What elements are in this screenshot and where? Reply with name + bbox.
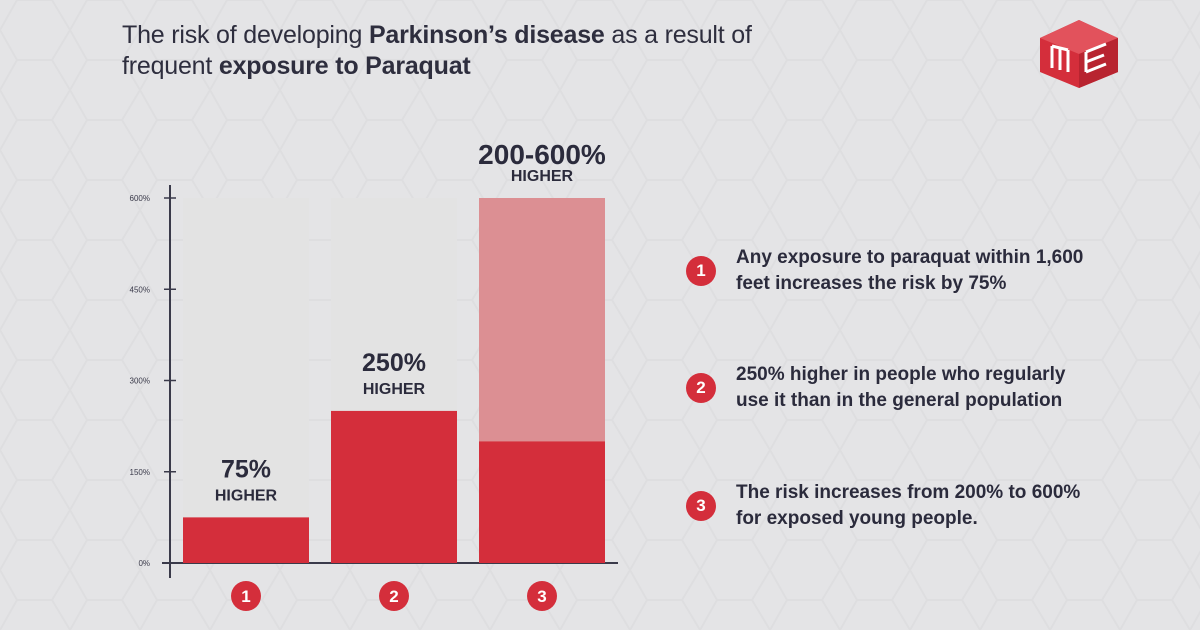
category-marker bbox=[527, 581, 557, 611]
bar-sub-label: HIGHER bbox=[363, 381, 426, 398]
y-tick-label: 0% bbox=[138, 559, 150, 568]
legend-item: 2 250% higher in people who regularly use… bbox=[686, 362, 1096, 414]
category-marker bbox=[379, 581, 409, 611]
bar bbox=[479, 441, 605, 563]
bar-range-upper bbox=[479, 198, 605, 442]
bar bbox=[183, 517, 309, 563]
bar-chart: 0% 150% 300% 450% 600% 75% HIGHER 1 250% HIGHER 2 2… bbox=[130, 139, 618, 611]
cube-logo-icon bbox=[1040, 20, 1118, 88]
legend-item: 3 The risk increases from 200% to 600% fo… bbox=[686, 480, 1096, 532]
bar-sub-label: HIGHER bbox=[511, 168, 574, 185]
category-label: 3 bbox=[537, 587, 546, 606]
bar-sub-label: HIGHER bbox=[215, 487, 278, 504]
bar-value-label: 200-600% bbox=[478, 139, 606, 170]
y-tick-label: 300% bbox=[130, 377, 150, 386]
legend-number-badge: 1 bbox=[686, 256, 716, 286]
y-tick-label: 600% bbox=[130, 194, 150, 203]
category-label: 1 bbox=[241, 587, 250, 606]
legend-text: 250% higher in people who regularly use … bbox=[736, 364, 1066, 411]
bar-track bbox=[183, 198, 309, 563]
legend-number-badge: 3 bbox=[686, 491, 716, 521]
legend-text: The risk increases from 200% to 600% for… bbox=[736, 482, 1081, 529]
legend-item: 1 Any exposure to paraquat within 1,600 f… bbox=[686, 245, 1096, 297]
legend-text: Any exposure to paraquat within 1,600 fe… bbox=[736, 247, 1084, 294]
bar-value-label: 75% bbox=[221, 455, 271, 483]
chart-title: The risk of developing Parkinson’s disea… bbox=[122, 21, 752, 80]
bar-value-label: 250% bbox=[362, 349, 426, 377]
y-tick-label: 450% bbox=[130, 285, 150, 294]
category-marker bbox=[231, 581, 261, 611]
legend-number-badge: 2 bbox=[686, 373, 716, 403]
y-tick-label: 150% bbox=[130, 468, 150, 477]
category-label: 2 bbox=[389, 587, 398, 606]
bar bbox=[331, 410, 457, 563]
